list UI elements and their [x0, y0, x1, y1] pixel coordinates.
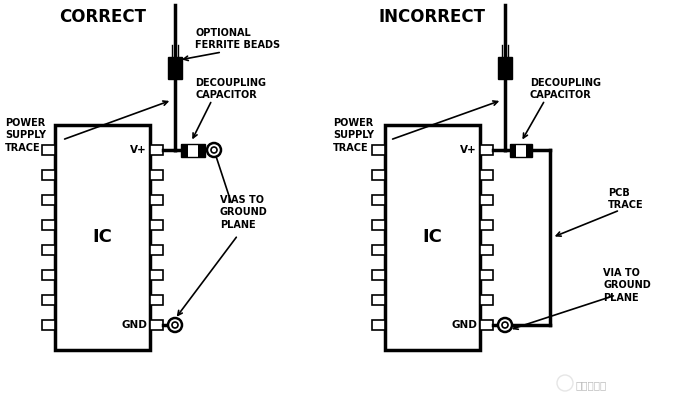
- Text: DECOUPLING
CAPACITOR: DECOUPLING CAPACITOR: [195, 78, 266, 100]
- Bar: [42, 245, 55, 255]
- Bar: [480, 270, 493, 280]
- Bar: [42, 195, 55, 205]
- Circle shape: [172, 322, 178, 328]
- Bar: [42, 270, 55, 280]
- Bar: [42, 145, 55, 155]
- Bar: [372, 320, 385, 330]
- Bar: [150, 145, 163, 155]
- Bar: [385, 125, 480, 350]
- Text: 工程师看海: 工程师看海: [575, 380, 606, 390]
- Bar: [480, 145, 493, 155]
- Text: V+: V+: [460, 145, 477, 155]
- Bar: [150, 220, 163, 230]
- Bar: [181, 144, 205, 156]
- Bar: [150, 270, 163, 280]
- Bar: [372, 295, 385, 305]
- Bar: [150, 195, 163, 205]
- Text: IC: IC: [422, 228, 443, 246]
- Text: IC: IC: [93, 228, 112, 246]
- Bar: [372, 170, 385, 180]
- Bar: [150, 245, 163, 255]
- Bar: [42, 170, 55, 180]
- Bar: [372, 245, 385, 255]
- Bar: [372, 220, 385, 230]
- Text: POWER
SUPPLY
TRACE: POWER SUPPLY TRACE: [5, 118, 46, 153]
- Bar: [498, 57, 512, 79]
- Bar: [42, 220, 55, 230]
- Text: VIAS TO
GROUND
PLANE: VIAS TO GROUND PLANE: [220, 195, 268, 230]
- Text: VIA TO
GROUND
PLANE: VIA TO GROUND PLANE: [603, 268, 651, 303]
- Bar: [480, 320, 493, 330]
- Text: CORRECT: CORRECT: [59, 8, 146, 26]
- Bar: [480, 295, 493, 305]
- Text: GND: GND: [121, 320, 147, 330]
- Circle shape: [207, 143, 221, 157]
- Circle shape: [211, 147, 217, 153]
- Bar: [55, 125, 150, 350]
- Bar: [168, 57, 182, 79]
- Text: GND: GND: [451, 320, 477, 330]
- Circle shape: [168, 318, 182, 332]
- Bar: [480, 245, 493, 255]
- Bar: [510, 144, 532, 156]
- Bar: [150, 170, 163, 180]
- Text: OPTIONAL
FERRITE BEADS: OPTIONAL FERRITE BEADS: [195, 28, 280, 51]
- Text: PCB
TRACE: PCB TRACE: [608, 188, 643, 211]
- Bar: [372, 195, 385, 205]
- Bar: [480, 220, 493, 230]
- Bar: [42, 320, 55, 330]
- Bar: [510, 144, 516, 156]
- Circle shape: [498, 318, 512, 332]
- Text: INCORRECT: INCORRECT: [379, 8, 486, 26]
- Bar: [480, 170, 493, 180]
- Bar: [198, 144, 205, 156]
- Bar: [372, 145, 385, 155]
- Text: V+: V+: [130, 145, 147, 155]
- Bar: [42, 295, 55, 305]
- Bar: [372, 270, 385, 280]
- Bar: [480, 195, 493, 205]
- Circle shape: [502, 322, 508, 328]
- Text: POWER
SUPPLY
TRACE: POWER SUPPLY TRACE: [333, 118, 374, 153]
- Text: DECOUPLING
CAPACITOR: DECOUPLING CAPACITOR: [530, 78, 601, 100]
- Bar: [150, 295, 163, 305]
- Bar: [150, 320, 163, 330]
- Bar: [181, 144, 187, 156]
- Bar: [526, 144, 532, 156]
